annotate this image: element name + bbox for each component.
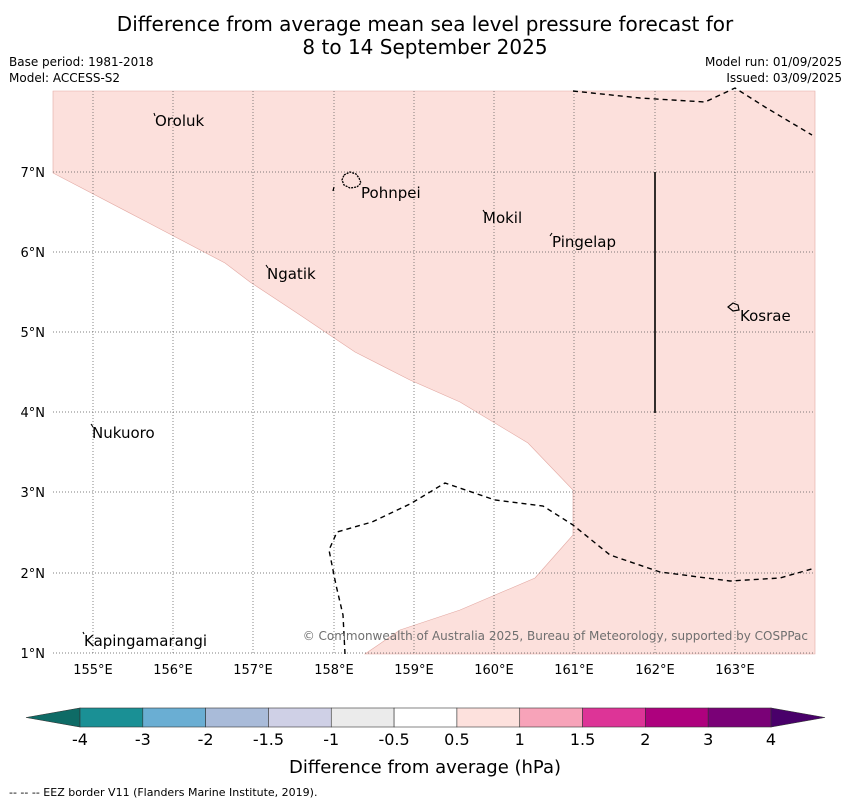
colorbar: -4 -3 -2 -1.5 -1 -0.5 0.5 1 1.5 2 3 4 — [25, 707, 826, 749]
colorbar-label: -3 — [135, 730, 151, 749]
kosrae-island — [727, 302, 740, 312]
metadata-right: Model run: 01/09/2025 Issued: 03/09/2025 — [705, 54, 842, 86]
colorbar-extend-high — [770, 707, 826, 728]
colorbar-label: -1.5 — [253, 730, 284, 749]
lat-tick-1n: 1°N — [21, 647, 46, 662]
colorbar-swatch — [79, 707, 144, 728]
colorbar-label: 1.5 — [570, 730, 595, 749]
colorbar-swatch — [205, 707, 269, 728]
eez-footnote: -- -- -- EEZ border V11 (Flanders Marine… — [9, 786, 318, 799]
lon-tick-157e: 157°E — [233, 663, 273, 678]
pohnpei-islet — [332, 186, 335, 192]
lon-tick-155e: 155°E — [73, 663, 113, 678]
lat-tick-4n: 4°N — [21, 406, 46, 421]
eez-border-south — [328, 482, 816, 655]
eez-border-north — [572, 87, 813, 136]
lat-tick-5n: 5°N — [21, 326, 46, 341]
colorbar-swatch — [645, 707, 709, 728]
metadata-left: Base period: 1981-2018 Model: ACCESS-S2 — [9, 54, 154, 86]
place-pingelap: Pingelap — [552, 233, 616, 251]
colorbar-label: 3 — [703, 730, 713, 749]
lon-tick-156e: 156°E — [153, 663, 193, 678]
place-kosrae: Kosrae — [740, 307, 791, 325]
latitude-ticks: 1°N 2°N 3°N 4°N 5°N 6°N 7°N — [21, 166, 46, 662]
gridlines — [53, 91, 815, 654]
base-period: Base period: 1981-2018 — [9, 55, 154, 69]
colorbar-swatch — [707, 707, 772, 728]
place-oroluk: Oroluk — [155, 112, 204, 130]
colorbar-swatch — [330, 707, 395, 728]
issued-date: Issued: 03/09/2025 — [726, 71, 842, 85]
place-kapingamarangi: Kapingamarangi — [84, 632, 207, 650]
longitude-ticks: 155°E 156°E 157°E 158°E 159°E 160°E 161°… — [73, 663, 755, 678]
place-mokil: Mokil — [483, 209, 522, 227]
lat-tick-3n: 3°N — [21, 486, 46, 501]
lon-tick-160e: 160°E — [474, 663, 514, 678]
colorbar-label: 1 — [515, 730, 525, 749]
lat-tick-2n: 2°N — [21, 567, 46, 582]
colorbar-extend-low — [25, 707, 81, 728]
colorbar-title: Difference from average (hPa) — [289, 757, 561, 778]
colorbar-swatch — [142, 707, 206, 728]
lon-tick-161e: 161°E — [554, 663, 594, 678]
colorbar-label: -2 — [198, 730, 214, 749]
colorbar-label: 4 — [766, 730, 776, 749]
place-pohnpei: Pohnpei — [361, 184, 421, 202]
colorbar-label: -1 — [323, 730, 339, 749]
model-run: Model run: 01/09/2025 — [704, 55, 842, 69]
colorbar-swatch — [393, 707, 458, 728]
lon-tick-158e: 158°E — [314, 663, 354, 678]
colorbar-swatch — [268, 707, 332, 728]
map-title: Difference from average mean sea level p… — [0, 13, 850, 59]
colorbar-label: -4 — [72, 730, 88, 749]
lat-tick-6n: 6°N — [21, 246, 46, 261]
colorbar-swatch — [456, 707, 521, 728]
place-ngatik: Ngatik — [267, 265, 316, 283]
lon-tick-159e: 159°E — [394, 663, 434, 678]
positive-anomaly-region — [52, 90, 816, 655]
lat-tick-7n: 7°N — [21, 166, 46, 181]
model-name: Model: ACCESS-S2 — [9, 71, 121, 85]
title-line-1: Difference from average mean sea level p… — [116, 12, 734, 36]
lon-tick-163e: 163°E — [715, 663, 755, 678]
lon-tick-162e: 162°E — [635, 663, 675, 678]
colorbar-label: 0.5 — [444, 730, 469, 749]
place-nukuoro: Nukuoro — [92, 424, 155, 442]
colorbar-swatch — [582, 707, 646, 728]
eez-borders — [328, 87, 816, 655]
colorbar-label: -0.5 — [378, 730, 409, 749]
atoll-marks — [82, 112, 553, 635]
pohnpei-island — [341, 171, 362, 189]
copyright-notice: © Commonwealth of Australia 2025, Bureau… — [303, 629, 808, 643]
colorbar-label: 2 — [640, 730, 650, 749]
title-line-2: 8 to 14 September 2025 — [302, 35, 548, 59]
colorbar-swatch — [519, 707, 583, 728]
